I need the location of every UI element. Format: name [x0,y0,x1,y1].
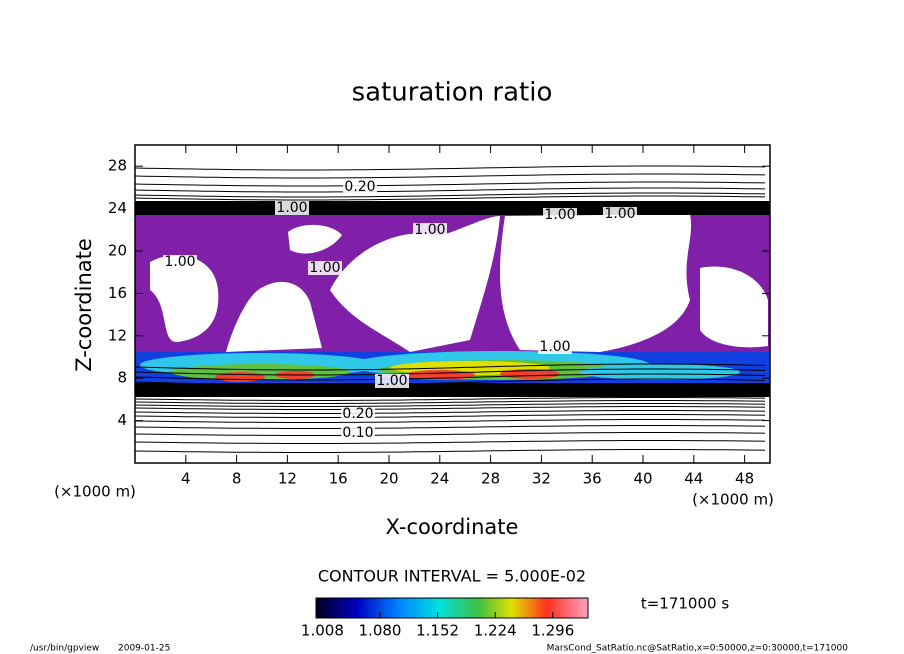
contour-line [135,440,766,444]
contour-line [135,378,766,386]
contour-label: 1.00 [544,207,575,223]
contour-line [135,400,766,404]
plot-frame [134,144,771,464]
footer-date: 2009-01-25 [118,644,170,654]
contour-label-bg [543,208,577,222]
y-tick-label: 24 [108,199,127,217]
field [135,165,770,453]
contour-line [135,419,766,423]
contour-label-bg [341,407,375,421]
contour-line [135,192,766,198]
colorbar-tick-label: 1.152 [416,622,459,640]
x-tick-label: 32 [532,470,551,488]
x-tick-label: 4 [181,470,191,488]
x-tick-label: 24 [430,470,449,488]
contour-label-bg [343,180,377,194]
contour-label-bg [413,223,447,237]
contour-line [135,403,766,407]
contour-label: 1.00 [604,206,635,222]
x-tick-label: 16 [329,470,348,488]
contour-line [135,173,766,179]
contour-line [135,363,766,371]
contour-label-bg [308,261,342,275]
contour-label: 1.00 [539,339,570,355]
y-tick-label: 16 [108,284,127,302]
contour-label-bg [375,374,409,388]
contour-label-bg [341,426,375,440]
contour-label: 1.00 [376,373,407,389]
x-axis-title: X-coordinate [386,515,519,539]
x-tick-label: 36 [583,470,602,488]
contour-line [135,181,766,187]
contour-label: 0.20 [344,179,375,195]
contour-label: 1.00 [276,200,307,216]
contour-line [135,410,766,414]
y-tick-label: 8 [117,369,127,387]
x-tick-label: 28 [481,470,500,488]
x-tick-label: 20 [379,470,398,488]
unsaturated-region [150,214,768,352]
contour-line [135,195,766,201]
x-tick-label: 8 [232,470,242,488]
contour-label: 1.00 [164,254,195,270]
colorbar [315,597,589,619]
colorbar-tick-label: 1.224 [474,622,517,640]
contour-label-bg [275,201,309,215]
x-tick-label: 40 [633,470,652,488]
colorbar-tick-label: 1.080 [359,622,402,640]
contour-label-bg [538,340,572,354]
dense-contours [135,201,770,215]
contour-label-bg [163,255,197,269]
contour-interval: CONTOUR INTERVAL = 5.000E-02 [318,567,586,586]
contour-label: 1.00 [309,260,340,276]
contour-line [135,373,766,381]
y-axis-title: Z-coordinate [72,238,96,372]
contour-line [135,414,766,418]
y-tick-label: 4 [117,411,127,429]
contour-line [135,397,766,401]
x-tick-label: 44 [684,470,703,488]
colorbar-tick-label: 1.008 [301,622,344,640]
contour-line [135,165,766,171]
contour-line [135,187,766,193]
contour-label: 0.20 [342,406,373,422]
y-tick-label: 20 [108,242,127,260]
dense-contours [135,383,770,397]
chart-title: saturation ratio [352,78,553,108]
y-unit: (×1000 m) [54,483,136,501]
x-tick-label: 12 [278,470,297,488]
contour-line [135,425,766,429]
time-label: t=171000 s [641,595,729,613]
footer-source: MarsCond_SatRatio.nc@SatRatio,x=0:50000,… [547,644,849,654]
contour-label-bg [603,207,637,221]
y-tick-label: 12 [108,326,127,344]
contour-line [135,432,766,436]
colorbar-tick-label: 1.296 [531,622,574,640]
x-unit: (×1000 m) [692,491,774,509]
x-tick-label: 48 [735,470,754,488]
contour-line [135,449,766,453]
y-tick-label: 28 [108,157,127,175]
contour-label: 1.00 [414,222,445,238]
contour-label: 0.10 [342,425,373,441]
contour-line [135,368,766,376]
contour-line [135,406,766,410]
footer-program: /usr/bin/gpview [30,644,99,654]
